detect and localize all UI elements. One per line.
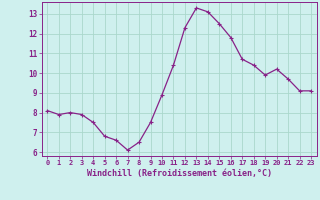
X-axis label: Windchill (Refroidissement éolien,°C): Windchill (Refroidissement éolien,°C) [87, 169, 272, 178]
